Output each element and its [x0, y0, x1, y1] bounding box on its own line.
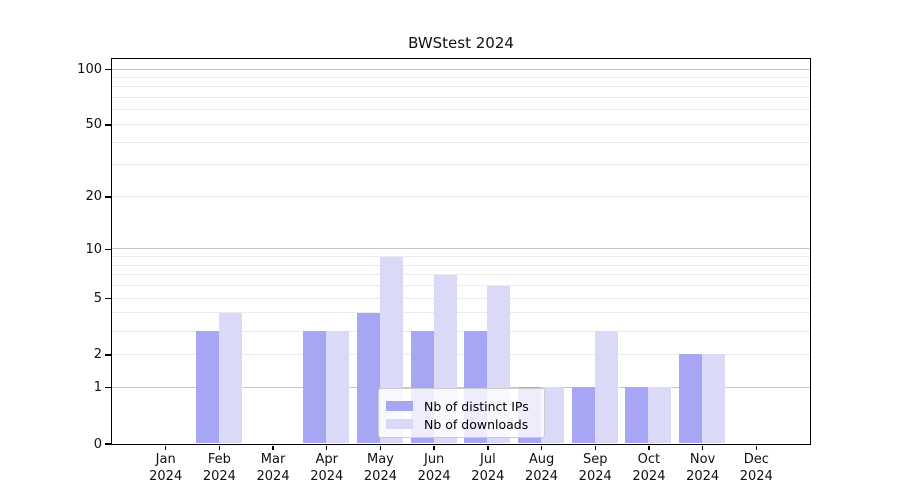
x-tick-label-feb: Feb 2024	[202, 452, 236, 484]
gridline-major-100	[111, 68, 810, 70]
bar-downloads-oct	[648, 387, 672, 444]
legend-label-downloads: Nb of downloads	[424, 416, 529, 432]
x-tick-label-may: May 2024	[363, 452, 397, 484]
x-tick-mark-jan	[164, 445, 167, 450]
y-tick-mark-50	[105, 124, 111, 126]
gridline-minor-80	[111, 86, 810, 88]
x-tick-label-apr: Apr 2024	[310, 452, 344, 484]
x-tick-mark-mar	[272, 445, 274, 450]
gridline-minor-8	[111, 264, 810, 266]
y-tick-label-1: 1	[93, 380, 102, 396]
x-tick-mark-feb	[218, 445, 221, 450]
gridline-minor-40	[111, 141, 810, 143]
y-tick-label-10: 10	[85, 241, 102, 257]
bar-ips-sep	[571, 387, 595, 444]
y-tick-mark-2	[105, 354, 111, 356]
x-tick-label-aug: Aug 2024	[524, 452, 559, 484]
y-tick-mark-100	[105, 68, 111, 71]
y-tick-mark-10	[105, 248, 111, 251]
y-tick-label-2: 2	[93, 347, 102, 363]
x-tick-label-nov: Nov 2024	[686, 452, 720, 484]
chart-title: BWStest 2024	[408, 34, 514, 52]
x-tick-label-mar: Mar 2024	[256, 452, 290, 484]
bar-downloads-feb	[218, 312, 242, 444]
gridline-minor-20	[111, 195, 810, 197]
gridline-minor-3	[111, 330, 810, 332]
y-tick-label-20: 20	[85, 189, 102, 205]
x-tick-mark-dec	[755, 445, 757, 450]
x-tick-mark-jul	[487, 445, 489, 450]
legend-swatch-distinct-ips	[386, 401, 413, 411]
x-tick-mark-aug	[540, 445, 543, 450]
gridline-minor-4	[111, 312, 810, 314]
x-tick-mark-may	[379, 445, 382, 450]
gridline-minor-90	[111, 76, 810, 78]
bar-ips-apr	[303, 331, 327, 444]
legend-item-distinct-ips: Nb of distinct IPs	[386, 397, 534, 415]
x-tick-label-oct: Oct 2024	[632, 452, 666, 484]
legend-swatch-downloads	[386, 419, 413, 429]
gridline-minor-70	[111, 97, 810, 99]
plot-area	[110, 57, 811, 445]
bar-ips-may	[356, 312, 380, 444]
y-tick-label-0: 0	[93, 436, 102, 452]
bar-ips-feb	[195, 331, 219, 444]
x-tick-mark-sep	[594, 445, 596, 450]
x-tick-label-jul: Jul 2024	[471, 452, 505, 484]
gridline-minor-50	[111, 123, 810, 125]
gridline-major-10	[111, 248, 810, 250]
y-tick-label-100: 100	[77, 62, 102, 78]
gridline-minor-9	[111, 256, 810, 258]
x-tick-label-jan: Jan 2024	[149, 452, 183, 484]
gridline-minor-5	[111, 297, 810, 299]
legend: Nb of distinct IPs Nb of downloads	[378, 388, 545, 438]
y-tick-label-50: 50	[85, 117, 102, 133]
x-tick-label-jun: Jun 2024	[417, 452, 451, 484]
bar-downloads-sep	[594, 331, 618, 444]
bar-ips-nov	[679, 354, 703, 444]
bar-downloads-aug	[541, 387, 565, 444]
bar-downloads-nov	[702, 354, 726, 444]
gridline-minor-6	[111, 285, 810, 287]
legend-item-downloads: Nb of downloads	[386, 415, 534, 433]
gridline-major-1	[111, 386, 810, 388]
y-tick-mark-5	[105, 297, 111, 300]
gridline-minor-2	[111, 353, 810, 355]
y-tick-mark-20	[105, 196, 111, 198]
legend-label-distinct-ips: Nb of distinct IPs	[424, 398, 529, 414]
x-tick-mark-apr	[326, 445, 328, 450]
x-tick-mark-nov	[701, 445, 704, 450]
x-tick-label-sep: Sep 2024	[578, 452, 612, 484]
x-tick-mark-jun	[433, 445, 435, 450]
y-tick-mark-0	[105, 443, 111, 445]
bar-downloads-apr	[326, 331, 350, 444]
gridline-minor-30	[111, 164, 810, 166]
y-tick-mark-1	[105, 387, 111, 389]
y-tick-label-5: 5	[93, 291, 102, 307]
x-tick-mark-oct	[648, 445, 650, 450]
gridline-minor-7	[111, 274, 810, 276]
x-tick-label-dec: Dec 2024	[739, 452, 773, 484]
bar-ips-oct	[625, 387, 649, 444]
gridline-minor-60	[111, 109, 810, 111]
